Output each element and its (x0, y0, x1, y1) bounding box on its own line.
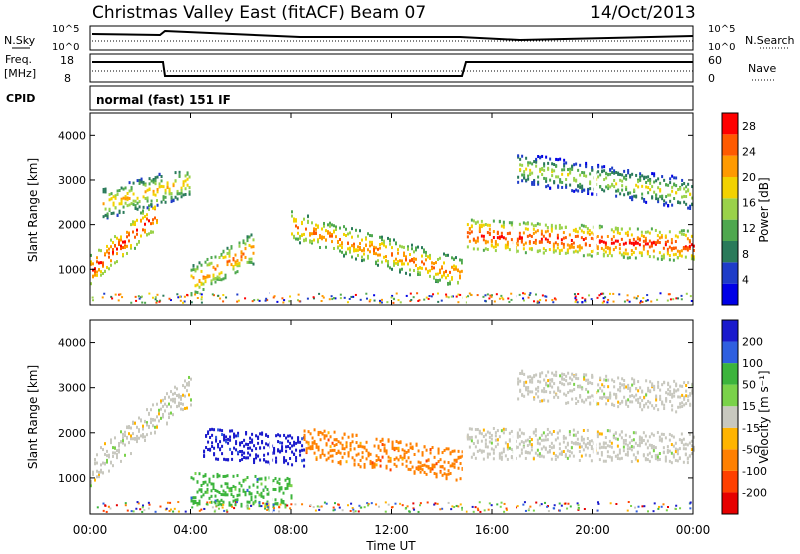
power-colorbar-cell (722, 113, 738, 135)
time-tick-label: 08:00 (274, 523, 309, 537)
power-ytick-label: 3000 (58, 174, 86, 187)
velocity-colorbar-tick: 50 (742, 379, 756, 392)
time-tick-label: 16:00 (475, 523, 510, 537)
power-ytick-label: 2000 (58, 219, 86, 232)
velocity-colorbar-cell (722, 384, 738, 407)
velocity-colorbar-label: Velocity [m s⁻¹] (757, 370, 771, 463)
velocity-echo-band (203, 427, 306, 468)
date-title: 14/Oct/2013 (590, 3, 696, 23)
velocity-ytick-label: 2000 (58, 427, 86, 440)
velocity-colorbar-cell (722, 363, 738, 385)
power-colorbar-tick: 8 (742, 248, 749, 261)
power-panel-frame (89, 112, 694, 306)
power-colorbar-cell (722, 134, 738, 156)
time-axis-label: Time UT (365, 539, 416, 553)
freq-tick-bottom: 8 (64, 72, 71, 85)
velocity-colorbar-cell (722, 427, 738, 450)
power-echo-band (517, 154, 694, 210)
power-echo-band (90, 199, 158, 286)
velocity-ground-scatter (96, 501, 692, 513)
power-colorbar-cell (722, 155, 738, 177)
velocity-echo-band (517, 369, 694, 414)
freq-tick-top: 18 (60, 54, 74, 67)
velocity-colorbar-cell (722, 492, 738, 514)
time-tick-label: 00:00 (73, 523, 108, 537)
velocity-colorbar-cell (722, 449, 738, 471)
velocity-colorbar-cell (722, 320, 738, 342)
nsearch-label: N.Search (745, 34, 795, 47)
nave-tick-bottom: 0 (708, 72, 715, 85)
power-colorbar-cell (722, 283, 738, 305)
nsky-trace (91, 29, 694, 42)
power-colorbar-tick: 28 (742, 120, 756, 133)
cpid-value: normal (fast) 151 IF (96, 93, 231, 107)
power-ytick-label: 1000 (58, 263, 86, 276)
cpid-label: CPID (6, 92, 35, 105)
power-ytick-label: 4000 (58, 129, 86, 142)
power-colorbar-cell (722, 219, 738, 241)
power-ground-scatter (91, 292, 693, 304)
power-colorbar-tick: 16 (742, 197, 756, 210)
nsky-label: N.Sky (4, 34, 36, 47)
beam-title: Beam 07 (350, 3, 426, 23)
power-ylabel: Slant Range [km] (26, 158, 40, 262)
velocity-echo-band (90, 375, 192, 488)
nsky-tick-top: 10^5 (52, 24, 79, 35)
cpid-panel (89, 85, 694, 111)
velocity-colorbar-cell (722, 406, 738, 428)
velocity-colorbar-frame (721, 319, 739, 515)
velocity-echo-band (466, 426, 695, 465)
power-echo-band (190, 233, 255, 297)
velocity-colorbar-tick: 100 (742, 357, 763, 370)
station-title: Christmas Valley East (fitACF) (92, 3, 345, 23)
power-colorbar-tick: 24 (742, 145, 756, 158)
velocity-colorbar-tick: -200 (742, 486, 767, 499)
power-colorbar-label: Power [dB] (757, 177, 771, 242)
power-colorbar-cell (722, 177, 738, 199)
time-tick-label: 12:00 (374, 523, 409, 537)
velocity-colorbar-tick: -100 (742, 465, 767, 478)
velocity-ytick-label: 3000 (58, 382, 86, 395)
velocity-ytick-label: 1000 (58, 472, 86, 485)
power-colorbar-cell (722, 262, 738, 284)
velocity-panel-frame (89, 319, 694, 515)
power-colorbar-frame (721, 112, 739, 306)
velocity-colorbar-tick: -50 (742, 443, 760, 456)
velocity-echo-band (303, 428, 464, 482)
nsearch-tick-bottom: 10^0 (708, 42, 735, 53)
power-colorbar-tick: 4 (742, 273, 749, 286)
velocity-colorbar-cell (722, 470, 738, 493)
freq-label: Freq. (5, 53, 32, 66)
power-colorbar-tick: 20 (742, 171, 756, 184)
velocity-colorbar-tick: 200 (742, 336, 763, 349)
power-colorbar-cell (722, 241, 738, 263)
velocity-colorbar-tick: 15 (742, 400, 756, 413)
nsky-tick-bottom: 10^0 (52, 42, 79, 53)
power-echo-band (291, 210, 465, 291)
power-echo-band (466, 218, 695, 262)
freq-trace (92, 61, 693, 77)
freq-panel (89, 53, 694, 83)
velocity-ylabel: Slant Range [km] (26, 365, 40, 469)
time-tick-label: 00:00 (676, 523, 711, 537)
velocity-colorbar-tick: -15 (742, 422, 760, 435)
velocity-echo-band (190, 472, 293, 509)
nave-tick-top: 60 (708, 54, 722, 67)
power-echo-band (102, 170, 191, 220)
velocity-ytick-label: 4000 (58, 337, 86, 350)
nsearch-tick-top: 10^5 (708, 24, 735, 35)
nave-label: Nave (748, 62, 776, 75)
freq-unit: [MHz] (4, 67, 36, 80)
power-colorbar-cell (722, 198, 738, 220)
nsky-panel (89, 25, 694, 51)
time-tick-label: 04:00 (173, 523, 208, 537)
velocity-colorbar-cell (722, 341, 738, 364)
power-colorbar-tick: 12 (742, 222, 756, 235)
time-tick-label: 20:00 (575, 523, 610, 537)
